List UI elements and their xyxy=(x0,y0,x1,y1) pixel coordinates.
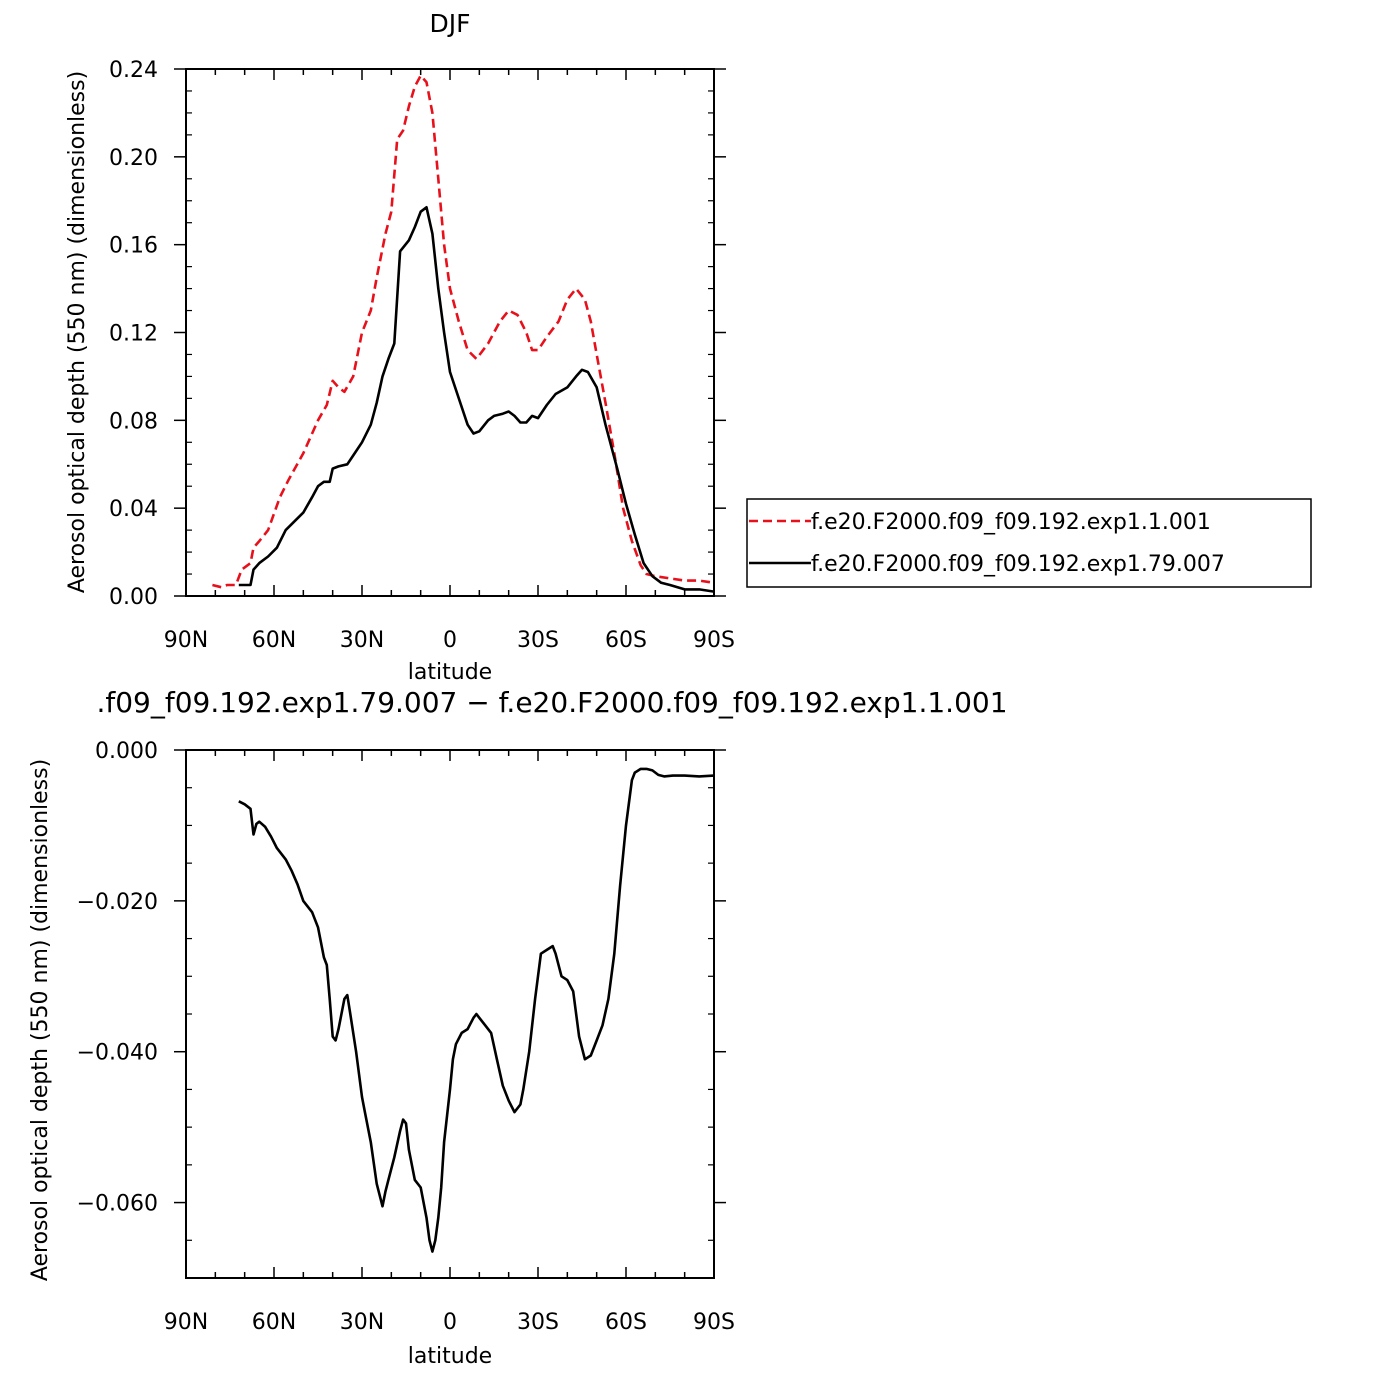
bottom-chart-y-label: Aerosol optical depth (550 nm) (dimensio… xyxy=(28,759,53,1281)
bottom-x-tick-label: 90N xyxy=(164,1310,208,1335)
top-y-tick-label: 0.20 xyxy=(109,146,158,171)
bottom-y-tick-label: −0.020 xyxy=(77,890,158,915)
bottom-x-tick-label: 30S xyxy=(517,1310,559,1335)
top-x-tick-label: 60N xyxy=(252,628,296,653)
top-series-line-1 xyxy=(238,206,715,593)
bottom-y-tick-label: −0.060 xyxy=(77,1192,158,1217)
top-x-tick-label: 30S xyxy=(517,628,559,653)
bottom-x-tick-label: 0 xyxy=(443,1310,457,1335)
top-x-tick-label: 30N xyxy=(340,628,384,653)
bottom-x-tick-label: 60N xyxy=(252,1310,296,1335)
top-x-tick-label: 90S xyxy=(693,628,735,653)
top-y-tick-label: 0.00 xyxy=(109,585,158,610)
top-x-tick-label: 0 xyxy=(443,628,457,653)
bottom-chart-title: .f09_f09.192.exp1.79.007 − f.e20.F2000.f… xyxy=(96,686,1007,719)
top-chart-marks: 90N 60N 30N 0 30S 60S 90S 0.00 0.04 0.08 0.12 0.16 0… xyxy=(109,58,735,653)
top-chart: DJF 90N 60N 30N 0 30S 60S 90S 0.00 0.04 0.08 0.12 0… xyxy=(65,9,735,685)
bottom-chart: .f09_f09.192.exp1.79.007 − f.e20.F2000.f… xyxy=(28,686,1008,1369)
top-y-tick-label: 0.12 xyxy=(109,322,158,347)
top-x-tick-label: 90N xyxy=(164,628,208,653)
bottom-x-tick-label: 90S xyxy=(693,1310,735,1335)
legend-entry-1: f.e20.F2000.f09_f09.192.exp1.79.007 xyxy=(811,552,1225,577)
bottom-chart-marks: 90N 60N 30N 0 30S 60S 90S 0.000 −0.020 −0.040 −0.0… xyxy=(77,739,735,1335)
top-series-line-0 xyxy=(212,74,715,589)
top-y-tick-label: 0.08 xyxy=(109,409,158,434)
bottom-chart-x-label: latitude xyxy=(408,1344,492,1369)
top-chart-y-label: Aerosol optical depth (550 nm) (dimensio… xyxy=(65,71,90,593)
top-y-tick-label: 0.16 xyxy=(109,234,158,259)
bottom-x-tick-label: 60S xyxy=(605,1310,647,1335)
top-chart-title: DJF xyxy=(429,9,470,38)
bottom-x-tick-label: 30N xyxy=(340,1310,384,1335)
bottom-y-tick-label: 0.000 xyxy=(95,739,158,764)
bottom-series-line-0 xyxy=(238,767,715,1253)
legend-box xyxy=(746,498,1312,588)
top-y-tick-label: 0.24 xyxy=(109,58,158,83)
top-chart-x-label: latitude xyxy=(408,660,492,685)
bottom-y-tick-label: −0.040 xyxy=(77,1041,158,1066)
legend: f.e20.F2000.f09_f09.192.exp1.1.001 f.e20… xyxy=(746,498,1312,588)
top-y-tick-label: 0.04 xyxy=(109,497,158,522)
top-x-tick-label: 60S xyxy=(605,628,647,653)
legend-entry-0: f.e20.F2000.f09_f09.192.exp1.1.001 xyxy=(811,510,1211,535)
